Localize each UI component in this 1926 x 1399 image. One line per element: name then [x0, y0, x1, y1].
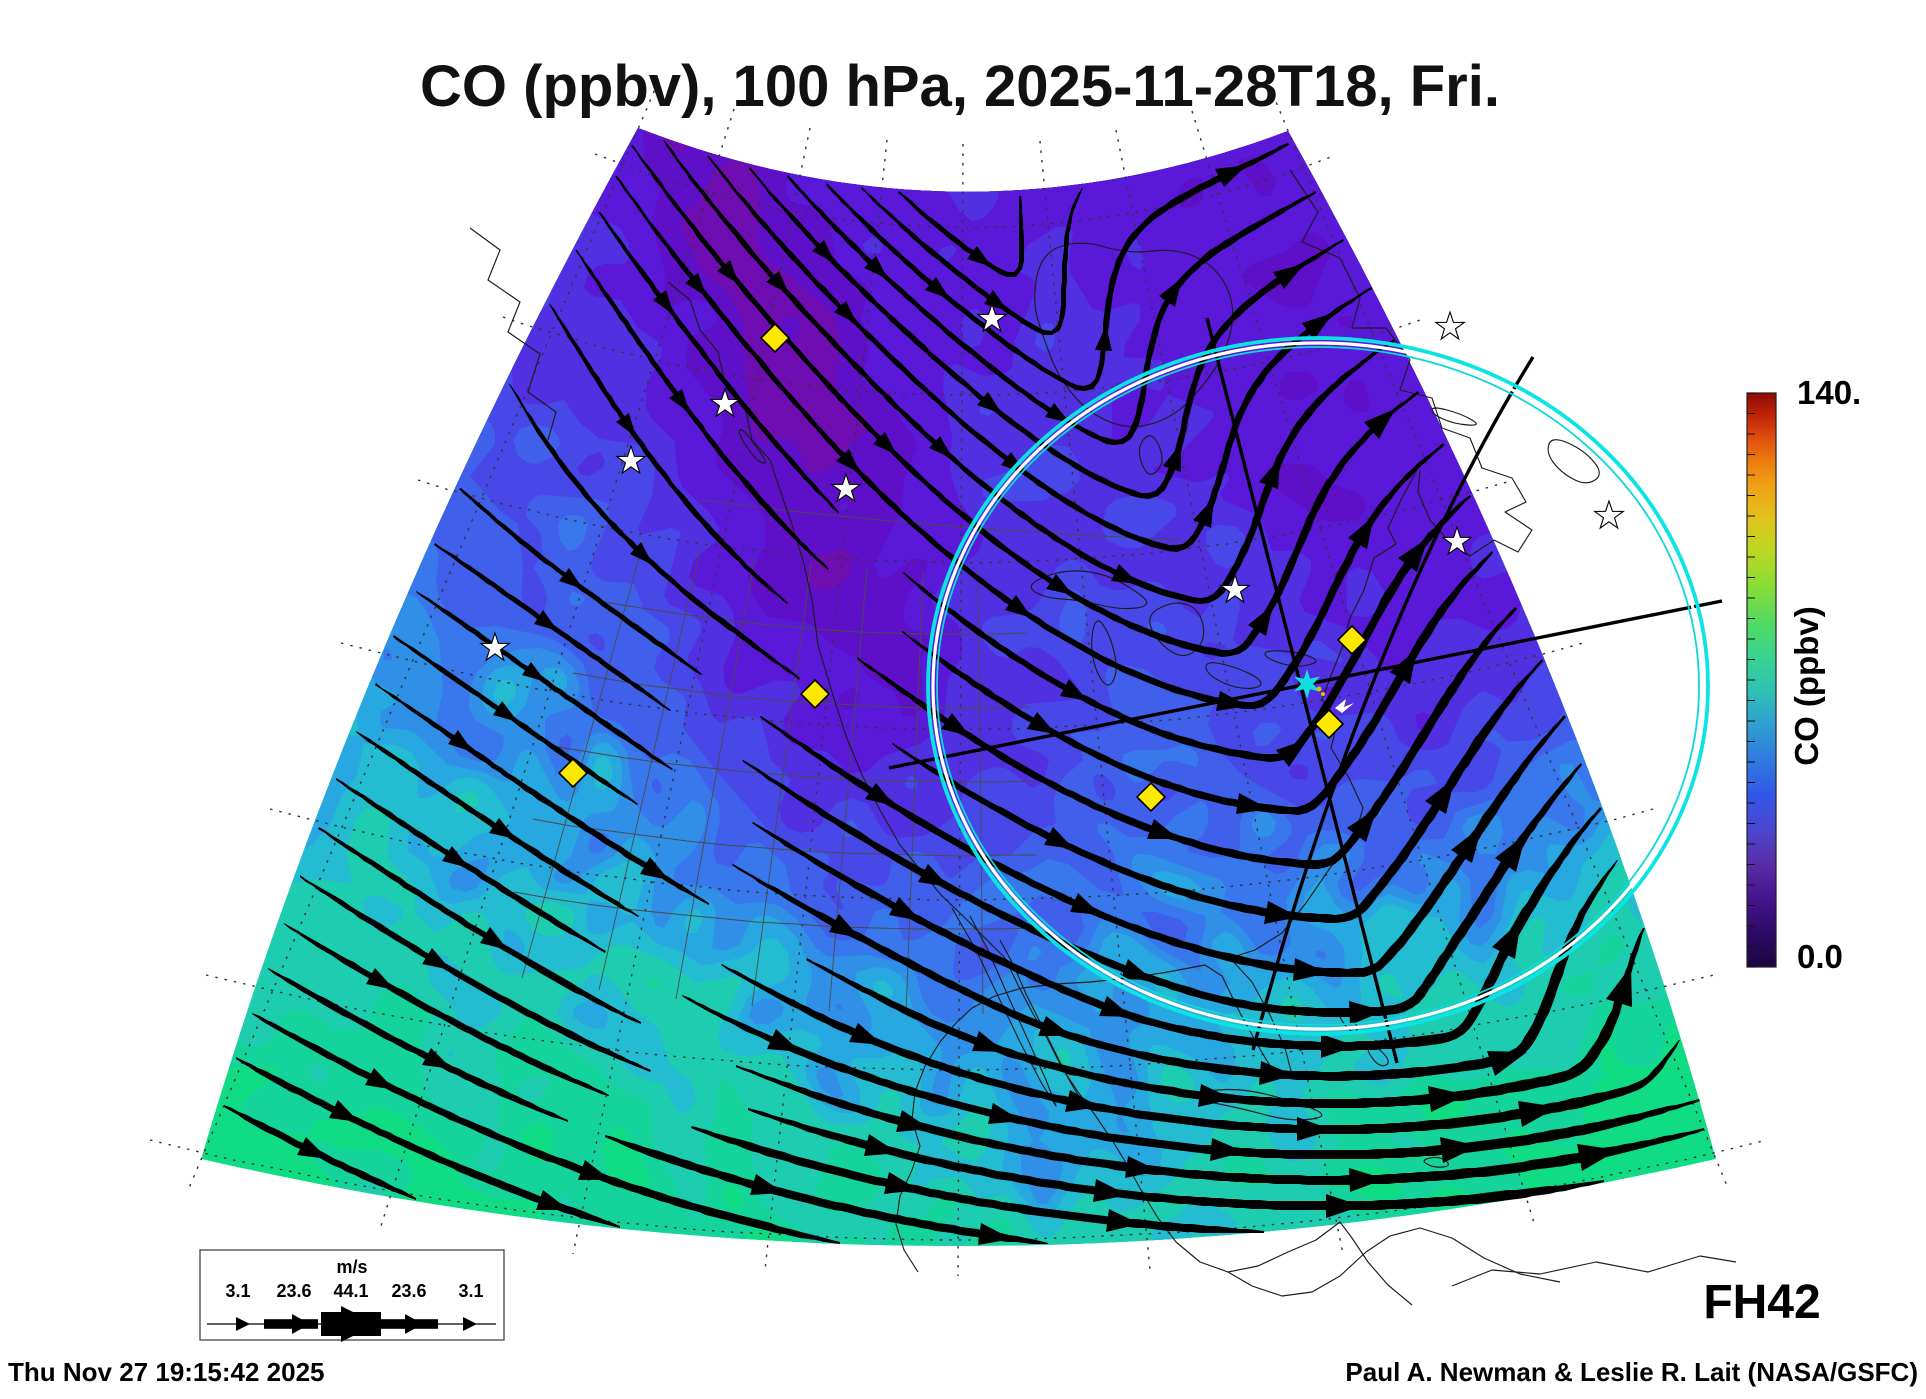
svg-text:Paul A. Newman & Leslie R. Lai: Paul A. Newman & Leslie R. Lait (NASA/GS…: [1345, 1357, 1918, 1387]
svg-text:44.1: 44.1: [333, 1281, 368, 1301]
svg-text:FH42: FH42: [1703, 1276, 1820, 1329]
svg-text:Thu Nov 27 19:15:42 2025: Thu Nov 27 19:15:42 2025: [8, 1357, 325, 1387]
svg-text:CO (ppbv), 100 hPa, 2025-11-28: CO (ppbv), 100 hPa, 2025-11-28T18, Fri.: [420, 54, 1500, 119]
svg-text:CO (ppbv): CO (ppbv): [1788, 606, 1825, 765]
svg-text:3.1: 3.1: [458, 1281, 483, 1301]
svg-text:m/s: m/s: [336, 1257, 367, 1277]
svg-text:3.1: 3.1: [225, 1281, 250, 1301]
svg-text:23.6: 23.6: [391, 1281, 426, 1301]
svg-text:0.0: 0.0: [1797, 938, 1843, 975]
svg-text:140.: 140.: [1797, 374, 1861, 411]
svg-text:23.6: 23.6: [276, 1281, 311, 1301]
